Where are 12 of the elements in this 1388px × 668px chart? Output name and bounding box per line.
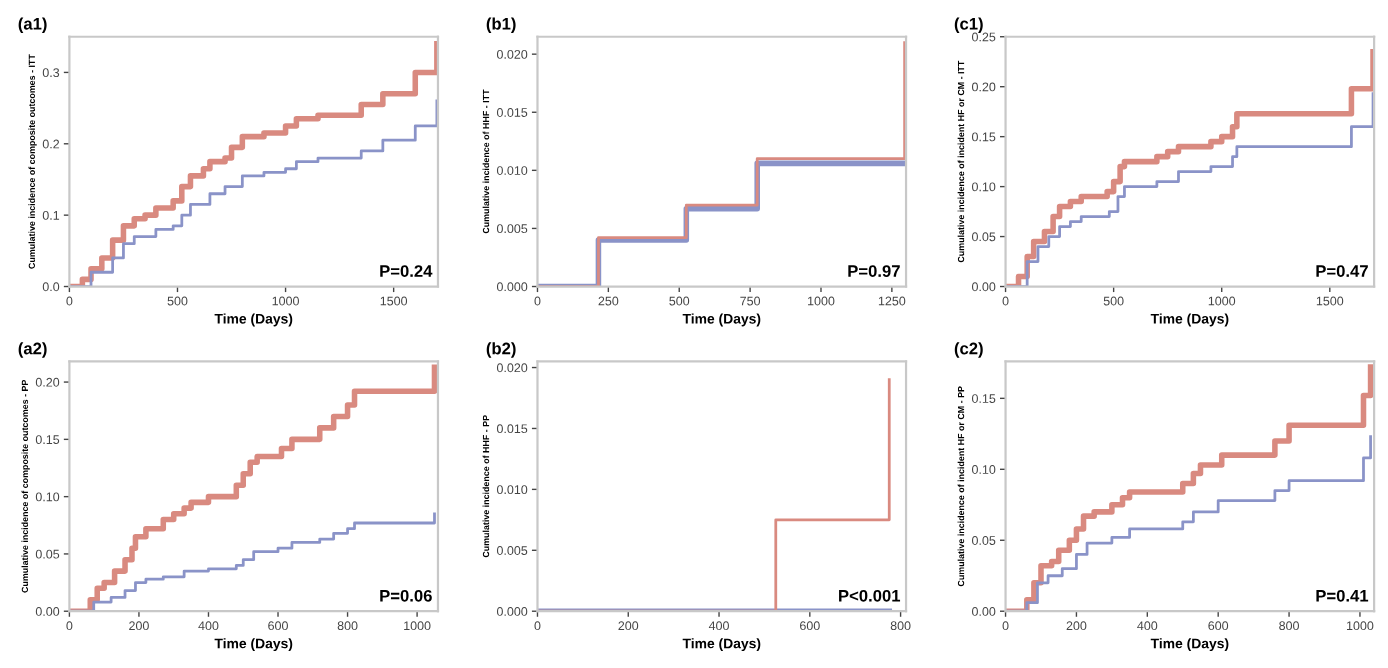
chart-title: (a1) (18, 17, 47, 33)
annotation: P<0.001 (839, 589, 901, 602)
annotation: P=0.41 (1316, 589, 1369, 602)
chart-title: (c2) (954, 342, 983, 358)
annotation: P=0.97 (848, 265, 900, 277)
annotation: P=0.24 (380, 265, 433, 277)
chart-title: (b1) (486, 17, 516, 33)
annotation: P=0.47 (1316, 265, 1368, 277)
annotation: P=0.06 (380, 589, 432, 602)
chart-title: (b2) (486, 342, 516, 358)
chart-title: (c1) (954, 17, 983, 33)
chart-title: (a2) (18, 342, 47, 358)
